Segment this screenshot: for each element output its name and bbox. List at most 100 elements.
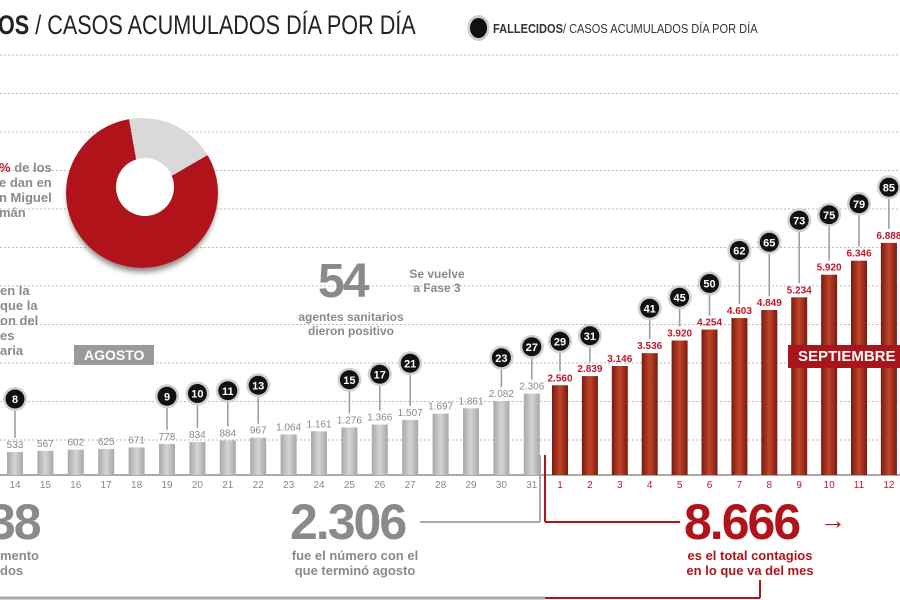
day-tick-label: 10 bbox=[824, 480, 836, 491]
sep-total-number: 8.666 bbox=[684, 494, 801, 550]
bar bbox=[463, 408, 479, 475]
death-count-label: 8 bbox=[12, 394, 18, 406]
death-marker bbox=[819, 205, 839, 225]
day-tick-label: 30 bbox=[496, 480, 508, 491]
death-marker bbox=[522, 337, 542, 357]
death-marker bbox=[700, 274, 719, 293]
day-tick-label: 9 bbox=[796, 480, 802, 491]
bar-value-label: 1.507 bbox=[398, 408, 423, 419]
bar-value-label: 1.861 bbox=[458, 396, 483, 407]
health-workers-number: 54 bbox=[318, 255, 369, 308]
death-marker bbox=[491, 348, 511, 368]
bar bbox=[219, 440, 236, 475]
bar bbox=[7, 451, 23, 475]
month-label-september: SEPTIEMBRE bbox=[788, 345, 900, 368]
day-tick-label: 7 bbox=[737, 480, 743, 491]
month-label-august: AGOSTO bbox=[74, 345, 155, 365]
death-count-label: 50 bbox=[703, 279, 715, 291]
bar bbox=[189, 442, 206, 475]
death-marker bbox=[5, 389, 25, 409]
death-marker bbox=[550, 331, 570, 351]
bar-value-label: 567 bbox=[37, 439, 54, 450]
death-count-label: 45 bbox=[673, 292, 685, 304]
phase3-note: Se vuelve a Fase 3 bbox=[409, 267, 465, 295]
death-count-label: 15 bbox=[343, 375, 355, 387]
day-tick-label: 19 bbox=[161, 480, 173, 491]
legend-cases: / CASOS ACUMULADOS DÍA POR DÍA bbox=[562, 20, 758, 36]
bar bbox=[67, 449, 84, 475]
bar-value-label: 1.064 bbox=[276, 422, 301, 433]
bar bbox=[250, 437, 267, 475]
chart-title: OS / CASOS ACUMULADOS DÍA POR DÍA bbox=[0, 10, 416, 40]
death-marker bbox=[339, 370, 359, 390]
bar bbox=[159, 443, 175, 475]
aug-end-caption: fue el número con el que terminó agosto bbox=[291, 548, 419, 578]
bar bbox=[581, 376, 598, 475]
bar bbox=[311, 431, 327, 475]
legend-deaths: FALLECIDOS bbox=[492, 20, 563, 36]
day-tick-label: 24 bbox=[313, 480, 325, 491]
note-left-1: % de los e dan en n Miguel mán bbox=[0, 160, 52, 220]
bar bbox=[128, 447, 145, 475]
day-tick-label: 1 bbox=[557, 480, 563, 491]
death-count-label: 10 bbox=[191, 389, 203, 401]
death-count-label: 73 bbox=[793, 215, 805, 227]
day-tick-label: 20 bbox=[192, 480, 204, 491]
bar-value-label: 778 bbox=[159, 432, 176, 443]
death-marker bbox=[789, 210, 809, 230]
day-tick-label: 22 bbox=[253, 480, 265, 491]
day-tick-label: 11 bbox=[854, 480, 865, 491]
bar-value-label: 4.254 bbox=[697, 318, 722, 329]
death-count-label: 9 bbox=[164, 391, 170, 403]
bar-value-label: 2.839 bbox=[577, 364, 602, 375]
day-tick-label: 3 bbox=[617, 480, 623, 491]
bar-value-label: 625 bbox=[98, 437, 115, 448]
bar bbox=[791, 297, 808, 475]
day-tick-label: 5 bbox=[677, 480, 683, 491]
bar bbox=[432, 413, 449, 475]
bar-value-label: 2.560 bbox=[547, 373, 572, 384]
day-tick-label: 6 bbox=[707, 480, 713, 491]
bar bbox=[611, 365, 628, 475]
bar-value-label: 5.234 bbox=[787, 285, 812, 296]
death-marker bbox=[759, 232, 779, 252]
bar bbox=[761, 309, 778, 475]
death-marker bbox=[370, 364, 390, 384]
day-tick-label: 23 bbox=[283, 480, 295, 491]
death-marker bbox=[400, 353, 420, 373]
bar bbox=[371, 424, 388, 475]
bar bbox=[641, 353, 658, 475]
day-tick-label: 4 bbox=[647, 480, 653, 491]
day-tick-label: 29 bbox=[465, 480, 477, 491]
bar bbox=[731, 318, 748, 475]
day-tick-label: 15 bbox=[40, 480, 52, 491]
bar-value-label: 2.306 bbox=[519, 382, 544, 393]
death-count-label: 31 bbox=[584, 331, 596, 343]
death-count-label: 27 bbox=[526, 342, 538, 354]
death-marker bbox=[670, 287, 690, 307]
bar bbox=[671, 340, 688, 475]
death-marker bbox=[849, 194, 869, 214]
note-left-2: en la que la on del es aria bbox=[0, 283, 39, 358]
day-tick-label: 17 bbox=[101, 480, 113, 491]
bar-value-label: 5.920 bbox=[817, 263, 842, 274]
day-tick-label: 25 bbox=[344, 480, 356, 491]
death-marker bbox=[729, 241, 749, 260]
death-count-label: 17 bbox=[374, 369, 386, 381]
bar-value-label: 602 bbox=[67, 438, 84, 449]
death-count-label: 41 bbox=[644, 303, 656, 315]
bar bbox=[493, 401, 510, 475]
day-tick-label: 18 bbox=[131, 480, 143, 491]
bar bbox=[280, 434, 297, 475]
bar-value-label: 884 bbox=[219, 428, 236, 439]
bar-value-label: 3.920 bbox=[667, 329, 692, 340]
death-count-label: 79 bbox=[853, 199, 865, 211]
bar-value-label: 6.346 bbox=[846, 249, 871, 260]
death-marker bbox=[157, 386, 177, 406]
bar-value-label: 533 bbox=[7, 440, 24, 451]
bar-value-label: 4.603 bbox=[727, 306, 752, 317]
bar-value-label: 6.888 bbox=[876, 231, 900, 242]
bar-value-label: 2.082 bbox=[489, 389, 514, 400]
day-tick-label: 12 bbox=[883, 480, 895, 491]
